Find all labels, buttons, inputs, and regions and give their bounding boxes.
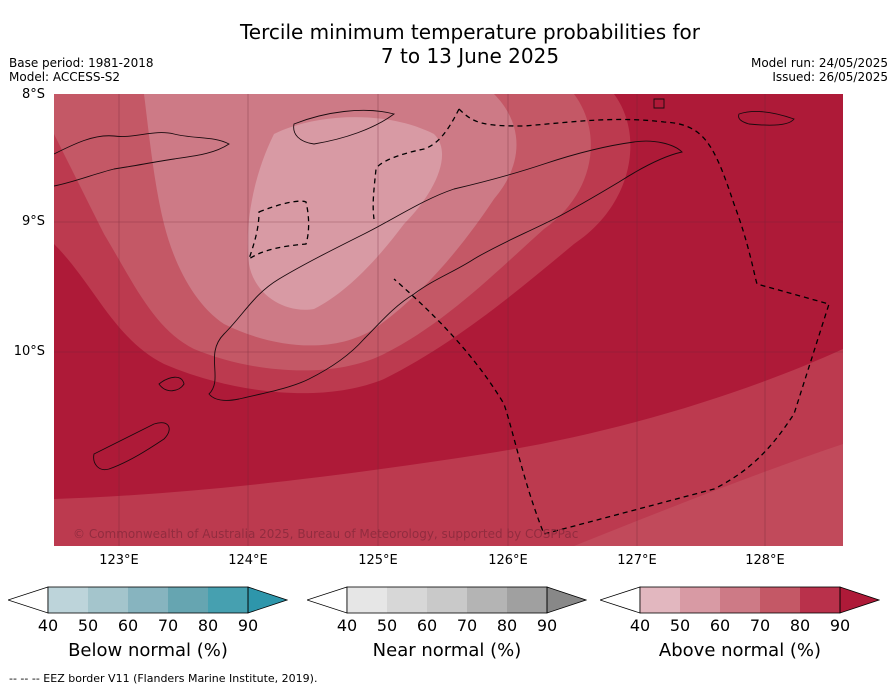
colorbar-near-lower-arrow: [307, 586, 348, 614]
lon-label-123e: 123°E: [99, 553, 139, 568]
colorbar-above-swatch-80: [800, 587, 840, 613]
model-name: Model: ACCESS-S2: [9, 70, 121, 84]
eez-footnote: -- -- -- EEZ border V11 (Flanders Marine…: [9, 672, 318, 685]
colorbar-above-swatch-60: [720, 587, 760, 613]
colorbar-near-upper-arrow: [546, 586, 587, 614]
colorbar-above-lower-arrow: [600, 586, 641, 614]
map-title: Tercile minimum temperature probabilitie…: [0, 20, 896, 68]
tick: 40: [336, 616, 358, 635]
colorbar-above-upper-arrow: [839, 586, 880, 614]
tick: 80: [197, 616, 219, 635]
lon-label-128e: 128°E: [745, 553, 785, 568]
small-island-coastline: [653, 98, 665, 109]
title-line-2: 7 to 13 June 2025: [380, 44, 560, 68]
tick: 40: [37, 616, 59, 635]
probability-map: [54, 94, 843, 546]
colorbar-below-upper-arrow: [247, 586, 288, 614]
timor-coastline: [208, 140, 683, 401]
gridlines: [54, 94, 843, 546]
colorbar-below-swatch-60: [128, 587, 168, 613]
attribution-watermark: © Commonwealth of Australia 2025, Bureau…: [73, 527, 579, 541]
colorbar-above-label: Above normal (%): [658, 640, 822, 661]
lon-label-125e: 125°E: [358, 553, 398, 568]
colorbar-near-label: Near normal (%): [372, 640, 522, 661]
colorbar-above-swatch-50: [680, 587, 720, 613]
semau-coastline: [158, 376, 185, 392]
colorbar-near-swatch-80: [507, 587, 547, 613]
western-islands-coastline: [54, 132, 230, 187]
tick: 60: [117, 616, 139, 635]
tick: 90: [536, 616, 558, 635]
colorbar-below-lower-arrow: [8, 586, 49, 614]
colorbar-below-swatch-80: [208, 587, 248, 613]
lat-label-8s: 8°S: [21, 87, 45, 102]
tick: 50: [77, 616, 99, 635]
issued-date: Issued: 26/05/2025: [772, 70, 888, 84]
tick: 50: [376, 616, 398, 635]
colorbar-near-swatch-60: [427, 587, 467, 613]
tick: 60: [709, 616, 731, 635]
tick: 80: [789, 616, 811, 635]
colorbar-near-swatch-70: [467, 587, 507, 613]
tick: 90: [829, 616, 851, 635]
tick: 70: [157, 616, 179, 635]
colorbar-below-swatch-50: [88, 587, 128, 613]
colorbar-above-swatch-70: [760, 587, 800, 613]
contour-band-southeast: [54, 349, 843, 546]
tick: 70: [456, 616, 478, 635]
lon-label-127e: 127°E: [617, 553, 657, 568]
colorbar-below-label: Below normal (%): [68, 640, 228, 661]
base-period: Base period: 1981-2018: [9, 56, 154, 70]
colorbar-near-swatch-40: [347, 587, 387, 613]
title-line-1: Tercile minimum temperature probabilitie…: [239, 20, 701, 44]
contour-band-southeast-inner: [574, 444, 843, 546]
colorbar-above-normal: [600, 586, 880, 614]
model-run: Model run: 24/05/2025: [750, 56, 888, 70]
tick: 80: [496, 616, 518, 635]
colorbar-near-normal: [307, 586, 587, 614]
meta-right: Model run: 24/05/2025 Issued: 26/05/2025: [751, 56, 888, 84]
eastern-islands-coastline: [738, 111, 795, 126]
colorbar-above-swatch-40: [640, 587, 680, 613]
lat-label-10s: 10°S: [13, 344, 45, 359]
lat-label-9s: 9°S: [21, 214, 45, 229]
lon-label-124e: 124°E: [228, 553, 268, 568]
colorbar-below-normal: [8, 586, 288, 614]
colorbar-below-swatch-40: [48, 587, 88, 613]
alor-coastline: [293, 109, 396, 145]
colorbar-near-swatch-50: [387, 587, 427, 613]
tick: 40: [629, 616, 651, 635]
tick: 60: [416, 616, 438, 635]
tick: 90: [237, 616, 259, 635]
tick: 70: [749, 616, 771, 635]
rote-coastline: [93, 422, 170, 471]
colorbar-below-swatch-70: [168, 587, 208, 613]
meta-left: Base period: 1981-2018 Model: ACCESS-S2: [9, 56, 154, 84]
tick: 50: [669, 616, 691, 635]
contour-band-40-50: [247, 117, 443, 310]
oecusse-eez-border: [247, 200, 310, 261]
lon-label-126e: 126°E: [488, 553, 528, 568]
eez-border-north: [372, 108, 460, 220]
